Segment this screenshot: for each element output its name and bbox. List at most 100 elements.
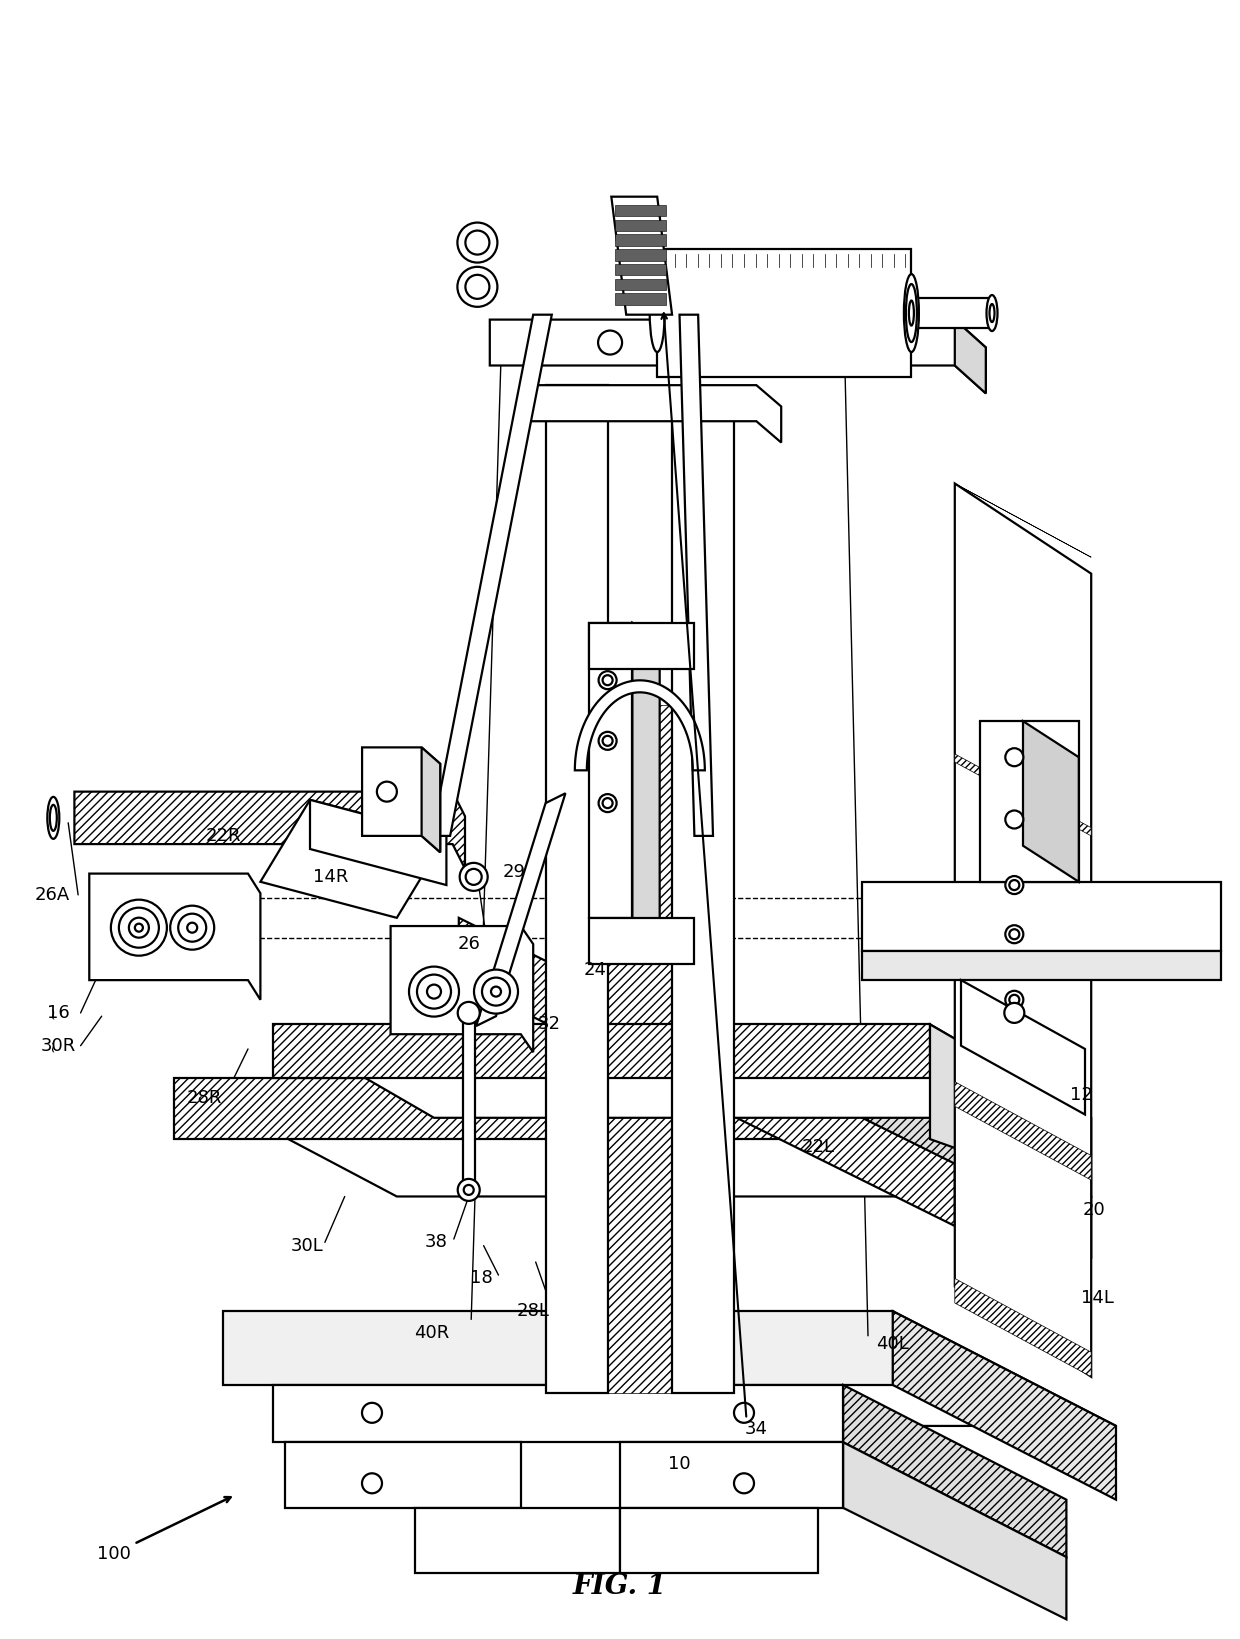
- Polygon shape: [611, 197, 672, 315]
- Circle shape: [119, 908, 159, 947]
- Circle shape: [110, 900, 167, 956]
- Circle shape: [491, 987, 501, 997]
- Polygon shape: [174, 1078, 868, 1139]
- Text: 26: 26: [458, 936, 480, 952]
- Text: 16: 16: [47, 1005, 69, 1021]
- Polygon shape: [589, 623, 694, 669]
- Circle shape: [187, 923, 197, 933]
- Polygon shape: [961, 980, 1085, 1115]
- Polygon shape: [575, 680, 704, 770]
- Polygon shape: [608, 705, 672, 1393]
- Circle shape: [466, 869, 481, 885]
- Circle shape: [734, 1403, 754, 1423]
- Text: 24: 24: [584, 962, 606, 978]
- Text: ~: ~: [45, 1006, 60, 1019]
- Ellipse shape: [47, 797, 60, 839]
- Bar: [615, 205, 666, 216]
- Text: FIG. 1: FIG. 1: [573, 1573, 667, 1600]
- Circle shape: [1006, 749, 1023, 765]
- Circle shape: [458, 223, 497, 262]
- Polygon shape: [843, 1385, 1066, 1557]
- Polygon shape: [463, 1013, 475, 1188]
- Ellipse shape: [906, 284, 916, 343]
- Polygon shape: [422, 747, 440, 852]
- Circle shape: [599, 795, 616, 811]
- Polygon shape: [868, 1078, 1091, 1257]
- Polygon shape: [546, 385, 608, 1393]
- Circle shape: [409, 967, 459, 1016]
- Ellipse shape: [909, 300, 914, 326]
- Circle shape: [362, 1473, 382, 1493]
- Ellipse shape: [990, 305, 994, 321]
- Circle shape: [1006, 811, 1023, 828]
- Polygon shape: [680, 315, 713, 836]
- Polygon shape: [174, 1078, 1091, 1196]
- Polygon shape: [490, 320, 986, 393]
- Circle shape: [603, 798, 613, 808]
- Circle shape: [377, 782, 397, 801]
- Bar: [615, 234, 666, 246]
- Text: 40R: 40R: [414, 1324, 449, 1341]
- Circle shape: [458, 267, 497, 306]
- Polygon shape: [862, 882, 1221, 951]
- Text: 18: 18: [470, 1270, 492, 1287]
- Circle shape: [1009, 995, 1019, 1005]
- Circle shape: [135, 924, 143, 931]
- Polygon shape: [955, 484, 1091, 557]
- Circle shape: [465, 275, 490, 298]
- Bar: [615, 264, 666, 275]
- Polygon shape: [955, 1278, 1091, 1377]
- Circle shape: [362, 1403, 382, 1423]
- Circle shape: [458, 1001, 480, 1024]
- Polygon shape: [223, 1311, 1116, 1426]
- Polygon shape: [843, 1442, 1066, 1619]
- Ellipse shape: [904, 274, 919, 352]
- Polygon shape: [273, 1024, 1091, 1118]
- Polygon shape: [310, 800, 446, 885]
- Text: 22L: 22L: [802, 1139, 835, 1155]
- Circle shape: [1006, 877, 1023, 893]
- Circle shape: [1006, 992, 1023, 1008]
- Polygon shape: [223, 1311, 893, 1385]
- Text: 20: 20: [1083, 1201, 1105, 1218]
- Circle shape: [464, 1185, 474, 1195]
- Polygon shape: [930, 1024, 1091, 1196]
- Circle shape: [1004, 1003, 1024, 1023]
- Text: 40L: 40L: [877, 1336, 909, 1352]
- Text: 14L: 14L: [1081, 1290, 1114, 1306]
- Circle shape: [474, 970, 518, 1013]
- Polygon shape: [476, 793, 565, 1026]
- Text: ~: ~: [45, 1039, 60, 1052]
- Polygon shape: [589, 918, 694, 964]
- Polygon shape: [74, 792, 465, 869]
- Polygon shape: [862, 951, 1221, 980]
- Circle shape: [599, 672, 616, 688]
- Polygon shape: [432, 315, 552, 836]
- Circle shape: [427, 985, 441, 998]
- Polygon shape: [672, 393, 734, 1393]
- Circle shape: [1006, 926, 1023, 942]
- Circle shape: [603, 675, 613, 685]
- Polygon shape: [415, 1508, 620, 1573]
- Circle shape: [599, 733, 616, 749]
- Text: 100: 100: [97, 1546, 131, 1562]
- Bar: [615, 279, 666, 290]
- Circle shape: [458, 1178, 480, 1201]
- Circle shape: [129, 918, 149, 938]
- Bar: [615, 220, 666, 231]
- Text: 32: 32: [538, 1016, 560, 1033]
- Polygon shape: [1023, 721, 1079, 882]
- Polygon shape: [273, 1385, 843, 1442]
- Text: 30L: 30L: [291, 1237, 324, 1254]
- Text: 38: 38: [425, 1234, 448, 1251]
- Polygon shape: [955, 1082, 1091, 1180]
- Ellipse shape: [50, 805, 57, 831]
- Circle shape: [417, 975, 451, 1008]
- Polygon shape: [391, 926, 533, 1052]
- Polygon shape: [273, 1024, 930, 1078]
- Polygon shape: [980, 721, 1079, 882]
- Circle shape: [1009, 929, 1019, 939]
- Circle shape: [460, 862, 487, 892]
- Polygon shape: [955, 754, 1091, 836]
- Polygon shape: [260, 800, 446, 918]
